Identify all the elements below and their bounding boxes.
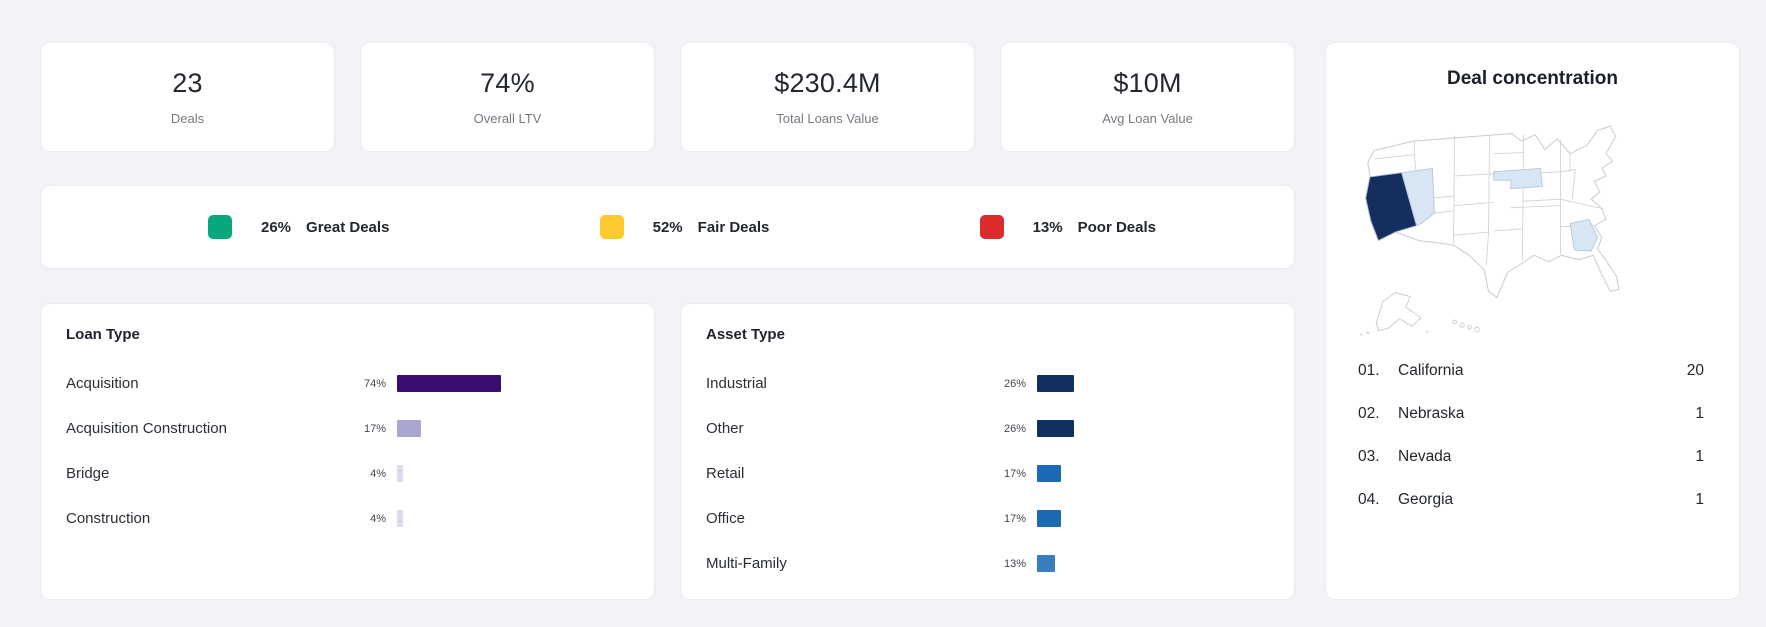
row-label: Retail <box>706 465 745 482</box>
state-count: 1 <box>1695 490 1704 508</box>
stat-card-total-loans-value: $230.4M Total Loans Value <box>680 42 975 152</box>
bar <box>1037 465 1061 482</box>
asset-type-card: Asset Type Industrial 26% Other 26% Reta… <box>680 303 1295 600</box>
bar <box>1037 555 1056 572</box>
state-georgia <box>1569 218 1598 252</box>
fair-deals-label: Fair Deals <box>697 218 770 236</box>
poor-deals-swatch-icon <box>979 215 1004 239</box>
state-count: 1 <box>1695 447 1704 465</box>
row-pct: 26% <box>1003 377 1026 390</box>
asset-type-row-retail: Retail 17% <box>706 451 1269 496</box>
row-pct: 17% <box>363 422 386 435</box>
stat-card-deals: 23 Deals <box>40 42 335 152</box>
stat-value-avg-loan-value: $10M <box>1113 68 1182 98</box>
loan-type-title: Loan Type <box>66 326 140 343</box>
loan-type-row-acquisition-construction: Acquisition Construction 17% <box>66 406 629 451</box>
row-pct: 74% <box>363 377 386 390</box>
fair-deals-pct: 52% <box>652 218 683 236</box>
state-alaska <box>1375 291 1421 332</box>
asset-type-title: Asset Type <box>706 326 785 343</box>
stat-label-overall-ltv: Overall LTV <box>473 111 542 126</box>
row-label: Construction <box>66 510 151 527</box>
bar <box>397 420 421 437</box>
state-rank: 03. <box>1358 447 1380 465</box>
row-pct: 17% <box>1003 512 1026 525</box>
poor-deals-pct: 13% <box>1032 218 1063 236</box>
legend-item-fair-deals: 52% Fair Deals <box>599 215 770 239</box>
row-label: Acquisition Construction <box>66 420 227 437</box>
asset-type-row-other: Other 26% <box>706 406 1269 451</box>
deal-concentration-title: Deal concentration <box>1446 68 1619 89</box>
state-nebraska <box>1492 168 1543 190</box>
legend-item-poor-deals: 13% Poor Deals <box>979 215 1156 239</box>
bar <box>1037 510 1061 527</box>
bar <box>1037 420 1074 437</box>
state-rank: 04. <box>1358 490 1380 508</box>
great-deals-swatch-icon <box>208 215 232 239</box>
state-name: Georgia <box>1398 490 1454 508</box>
row-label: Other <box>706 420 744 437</box>
row-label: Office <box>706 510 745 527</box>
state-name: Nebraska <box>1398 404 1465 422</box>
us-map <box>1359 125 1619 336</box>
state-rank: 02. <box>1358 404 1380 422</box>
loan-type-row-acquisition: Acquisition 74% <box>66 361 629 406</box>
row-label: Multi-Family <box>706 555 787 572</box>
stat-value-deals: 23 <box>172 68 203 98</box>
state-row-california: 01. California 20 <box>1358 349 1704 392</box>
row-label: Bridge <box>66 465 110 482</box>
deal-concentration-card: Deal concentration <box>1325 42 1740 600</box>
row-label: Acquisition <box>66 375 139 392</box>
stat-card-overall-ltv: 74% Overall LTV <box>360 42 655 152</box>
deal-quality-legend-card: 26% Great Deals 52% Fair Deals 13% Poor … <box>40 185 1295 269</box>
loan-type-chart: Acquisition 74% Acquisition Construction… <box>66 361 629 541</box>
loan-type-row-construction: Construction 4% <box>66 496 629 541</box>
bar <box>397 375 502 392</box>
bar <box>1037 375 1074 392</box>
row-pct: 17% <box>1003 467 1026 480</box>
stat-value-overall-ltv: 74% <box>480 68 535 98</box>
loan-type-row-bridge: Bridge 4% <box>66 451 629 496</box>
aleutian-islands <box>1359 330 1428 336</box>
stat-value-total-loans-value: $230.4M <box>774 68 881 98</box>
bar <box>397 465 403 482</box>
legend-item-great-deals: 26% Great Deals <box>208 215 389 239</box>
asset-type-row-office: Office 17% <box>706 496 1269 541</box>
stat-label-deals: Deals <box>170 111 205 126</box>
row-pct: 4% <box>370 467 386 480</box>
row-label: Industrial <box>706 375 767 392</box>
deal-concentration-list: 01. California 20 02. Nebraska 1 03. Nev… <box>1326 349 1739 521</box>
asset-type-row-industrial: Industrial 26% <box>706 361 1269 406</box>
state-row-georgia: 04. Georgia 1 <box>1358 478 1704 521</box>
great-deals-label: Great Deals <box>306 218 390 236</box>
stat-label-avg-loan-value: Avg Loan Value <box>1102 111 1193 126</box>
stat-card-avg-loan-value: $10M Avg Loan Value <box>1000 42 1295 152</box>
state-row-nevada: 03. Nevada 1 <box>1358 435 1704 478</box>
state-name: California <box>1398 361 1464 379</box>
state-hawaii <box>1451 319 1480 333</box>
stat-label-total-loans-value: Total Loans Value <box>776 111 879 126</box>
asset-type-row-multi-family: Multi-Family 13% <box>706 541 1269 586</box>
great-deals-pct: 26% <box>261 218 292 236</box>
state-row-nebraska: 02. Nebraska 1 <box>1358 392 1704 435</box>
state-count: 20 <box>1686 361 1704 379</box>
row-pct: 13% <box>1003 557 1026 570</box>
state-nevada <box>1400 168 1435 227</box>
state-name: Nevada <box>1398 447 1452 465</box>
row-pct: 4% <box>370 512 386 525</box>
bar <box>397 510 403 527</box>
state-rank: 01. <box>1358 361 1380 379</box>
fair-deals-swatch-icon <box>599 215 624 239</box>
deal-quality-legend: 26% Great Deals 52% Fair Deals 13% Poor … <box>41 186 1294 268</box>
row-pct: 26% <box>1003 422 1026 435</box>
poor-deals-label: Poor Deals <box>1077 218 1156 236</box>
loan-type-card: Loan Type Acquisition 74% Acquisition Co… <box>40 303 655 600</box>
asset-type-chart: Industrial 26% Other 26% Retail 17% Offi… <box>706 361 1269 586</box>
state-count: 1 <box>1695 404 1704 422</box>
